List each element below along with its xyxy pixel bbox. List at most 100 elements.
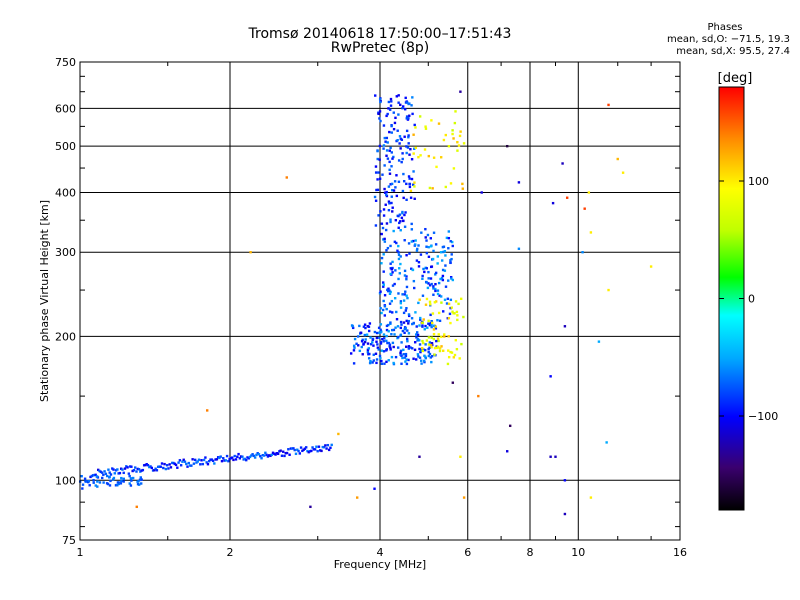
data-point	[276, 452, 280, 456]
data-point	[397, 101, 400, 104]
data-point	[447, 349, 450, 352]
data-point	[451, 132, 454, 136]
data-point	[456, 149, 459, 152]
data-point	[153, 469, 156, 472]
data-point	[443, 250, 447, 253]
data-point	[408, 185, 412, 189]
data-point	[386, 288, 389, 292]
data-point	[391, 266, 394, 270]
data-point	[367, 357, 371, 360]
data-point	[388, 343, 392, 346]
data-point	[105, 482, 109, 485]
data-point	[87, 479, 91, 483]
data-point	[397, 257, 401, 261]
data-point	[418, 324, 421, 327]
data-point	[114, 469, 118, 472]
data-point	[437, 345, 440, 349]
data-point	[151, 469, 155, 472]
data-point	[119, 482, 123, 485]
data-point	[399, 320, 403, 324]
data-point	[415, 325, 418, 328]
data-point	[447, 236, 451, 240]
data-point	[405, 129, 409, 133]
data-point	[423, 328, 426, 331]
data-point	[389, 146, 392, 150]
data-point	[372, 353, 375, 356]
data-point	[134, 466, 137, 469]
data-point	[122, 477, 125, 480]
data-point	[371, 361, 374, 364]
x-tick-label: 1	[77, 546, 84, 559]
data-point	[411, 112, 414, 116]
data-point	[406, 296, 409, 300]
data-point	[367, 329, 371, 333]
data-point	[387, 208, 391, 212]
data-point	[442, 349, 445, 352]
data-point	[264, 451, 267, 455]
data-point	[309, 505, 312, 509]
data-point	[435, 339, 438, 343]
data-point	[385, 154, 388, 157]
data-point	[402, 321, 406, 324]
data-point	[362, 325, 366, 328]
data-point	[405, 278, 408, 281]
data-point	[417, 301, 420, 305]
data-point	[416, 333, 420, 337]
data-point	[418, 343, 422, 346]
data-point	[430, 345, 433, 349]
data-point	[458, 357, 461, 360]
data-point	[382, 214, 386, 217]
data-point	[96, 480, 99, 483]
data-point	[385, 114, 388, 118]
data-point	[456, 318, 459, 322]
data-point	[441, 245, 445, 249]
data-point	[452, 356, 456, 359]
data-point	[377, 326, 381, 330]
data-point	[387, 100, 391, 104]
data-point	[131, 476, 135, 480]
data-point	[422, 341, 425, 345]
data-point	[397, 94, 400, 97]
data-point	[236, 455, 239, 458]
data-point	[192, 462, 196, 465]
data-point	[425, 239, 428, 242]
data-point	[360, 345, 363, 349]
data-point	[191, 458, 194, 461]
data-point	[330, 443, 333, 447]
phase-stats-x: mean, sd,X: 95.5, 27.4	[676, 46, 790, 57]
data-point	[581, 251, 584, 254]
data-point	[303, 447, 307, 450]
x-tick-label: 10	[571, 546, 585, 559]
data-point	[462, 142, 466, 145]
data-point	[304, 446, 308, 449]
data-point	[278, 450, 281, 453]
data-point	[353, 337, 357, 341]
data-point	[454, 300, 458, 303]
data-point	[405, 117, 408, 120]
data-point	[413, 286, 416, 290]
data-point	[366, 348, 370, 351]
data-point	[301, 449, 304, 453]
data-point	[517, 181, 521, 184]
data-point	[415, 336, 418, 339]
data-point	[206, 462, 210, 466]
data-point	[417, 355, 420, 358]
data-point	[371, 338, 374, 342]
data-point	[312, 448, 316, 451]
data-point	[96, 485, 99, 488]
data-point	[424, 125, 427, 128]
data-point	[404, 290, 407, 293]
data-point	[427, 255, 431, 259]
data-point	[368, 361, 372, 365]
data-point	[404, 108, 407, 111]
data-point	[616, 157, 619, 161]
data-point	[130, 465, 133, 468]
data-point	[378, 331, 381, 334]
data-point	[451, 278, 455, 282]
data-point	[250, 454, 253, 457]
data-point	[391, 341, 395, 345]
y-axis-label: Stationary phase Virtual Height [km]	[38, 200, 51, 402]
data-point	[374, 224, 378, 227]
data-point	[417, 265, 421, 268]
